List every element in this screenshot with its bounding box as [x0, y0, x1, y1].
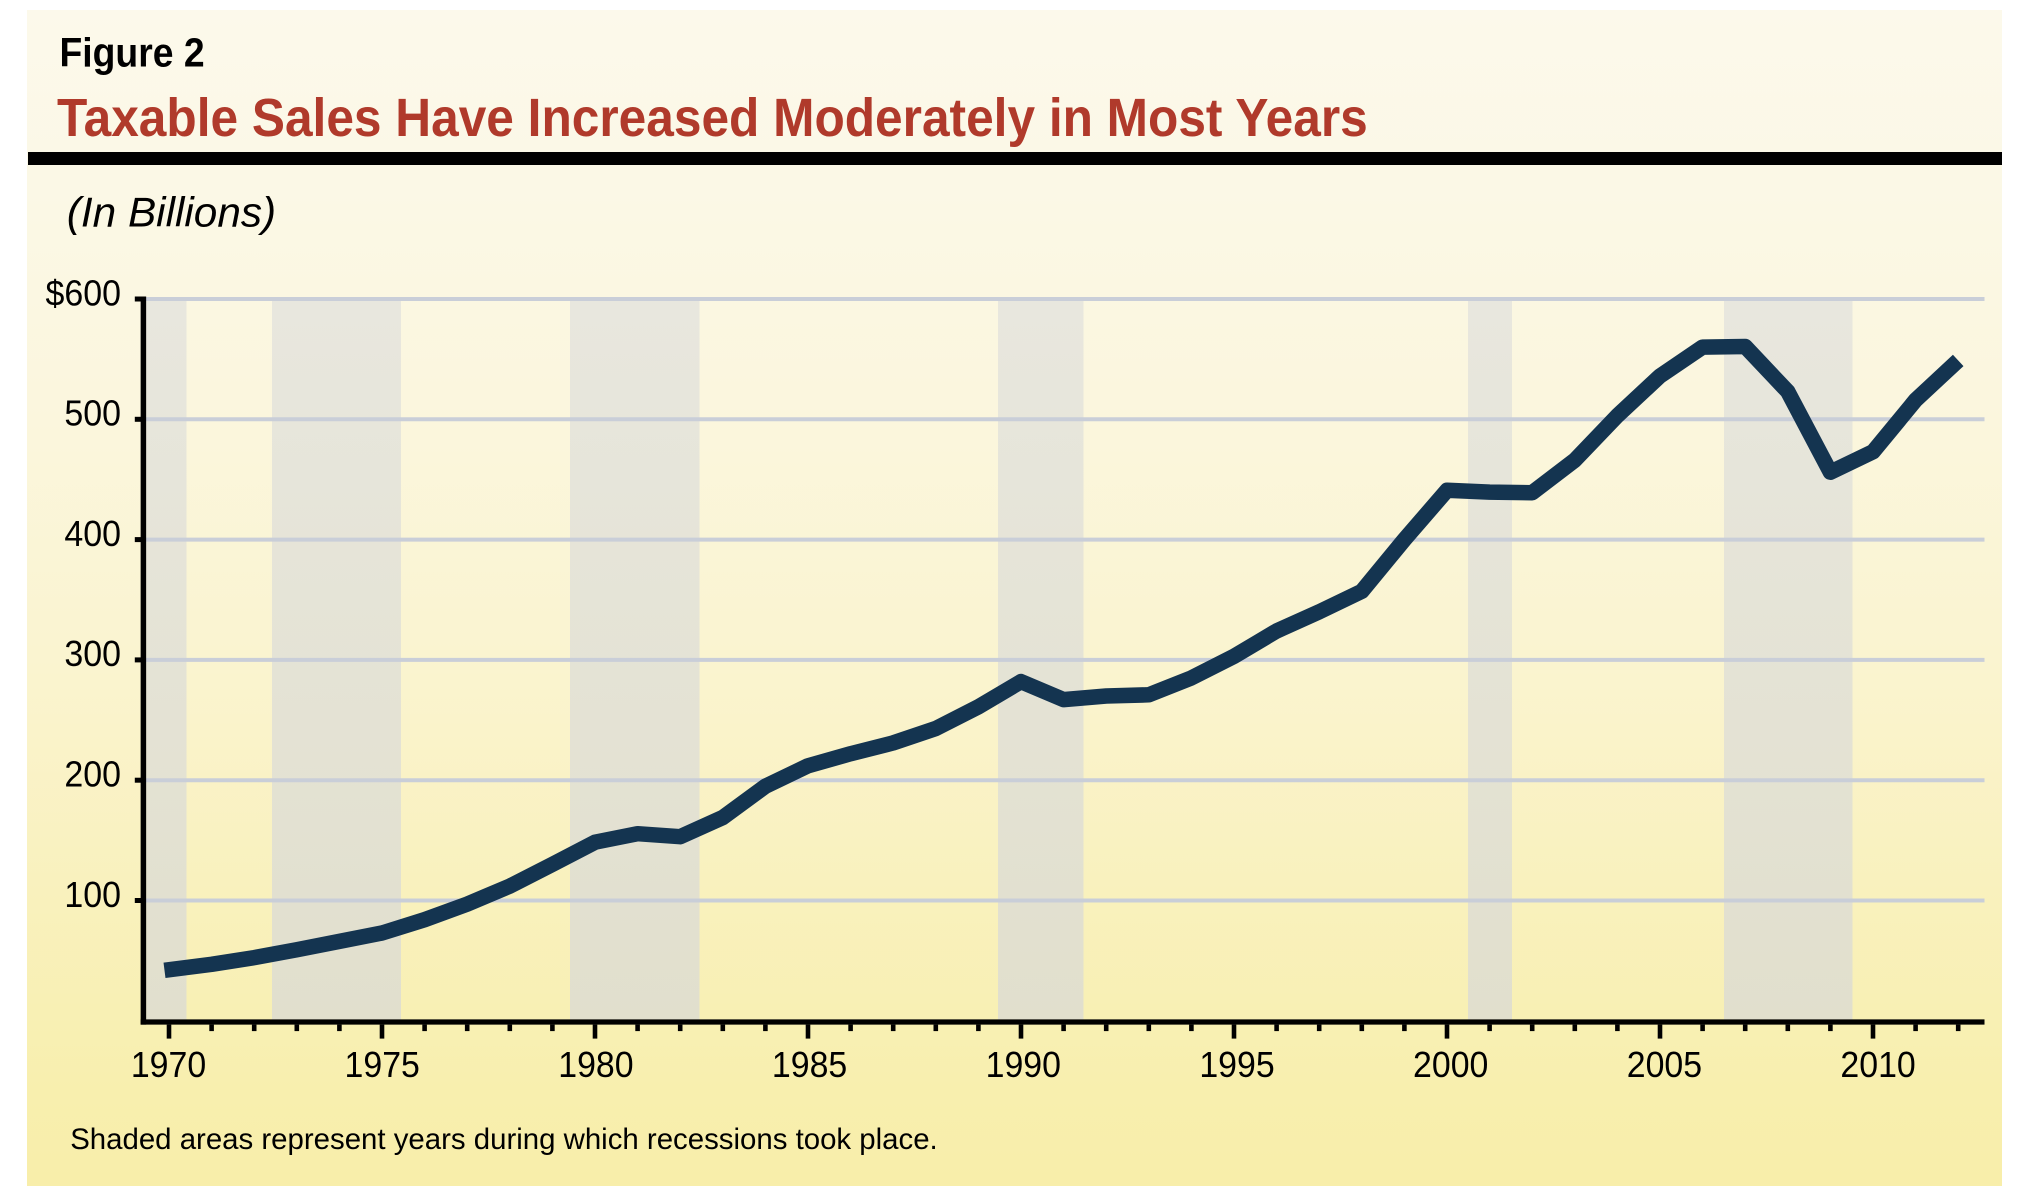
- svg-text:$600: $600: [46, 273, 121, 313]
- svg-text:1985: 1985: [772, 1045, 847, 1085]
- svg-text:500: 500: [64, 393, 121, 433]
- svg-text:Shaded areas represent years d: Shaded areas represent years during whic…: [70, 1123, 938, 1156]
- svg-text:2010: 2010: [1840, 1045, 1915, 1085]
- svg-text:1995: 1995: [1199, 1045, 1274, 1085]
- svg-text:100: 100: [64, 875, 121, 915]
- svg-text:Taxable Sales Have Increased M: Taxable Sales Have Increased Moderately …: [57, 87, 1368, 147]
- svg-text:1980: 1980: [558, 1045, 633, 1085]
- svg-text:300: 300: [64, 634, 121, 674]
- svg-text:1990: 1990: [986, 1045, 1061, 1085]
- svg-text:1975: 1975: [345, 1045, 420, 1085]
- svg-text:Figure 2: Figure 2: [60, 31, 205, 76]
- svg-text:2000: 2000: [1413, 1045, 1488, 1085]
- svg-text:400: 400: [64, 514, 121, 554]
- svg-text:(In Billions): (In Billions): [67, 189, 276, 236]
- svg-text:1970: 1970: [131, 1045, 206, 1085]
- svg-text:2005: 2005: [1627, 1045, 1702, 1085]
- svg-text:200: 200: [64, 754, 121, 794]
